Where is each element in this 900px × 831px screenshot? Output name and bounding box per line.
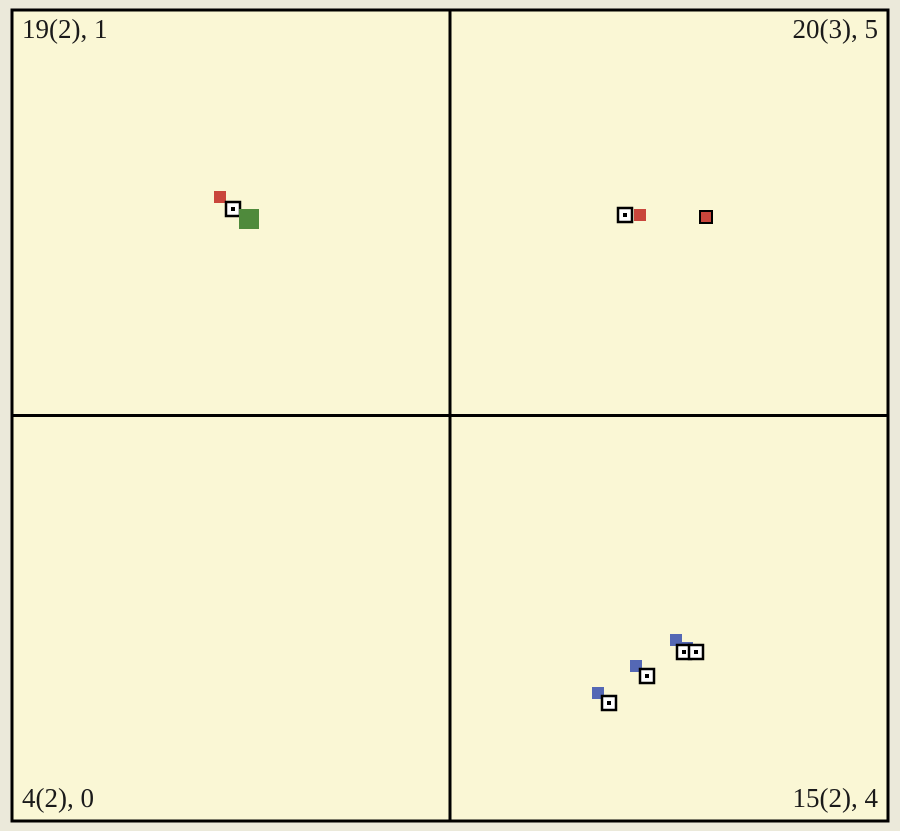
top_right-marker-hollow-dot bbox=[623, 213, 627, 217]
diagram-canvas: 19(2), 1 20(3), 5 4(2), 0 15(2), 4 bbox=[0, 0, 900, 831]
top_left-marker-hollow-dot bbox=[231, 207, 235, 211]
bottom_right-marker-hollow-dot bbox=[682, 650, 686, 654]
label-bottom-left: 4(2), 0 bbox=[22, 783, 94, 814]
diagram-svg bbox=[0, 0, 900, 831]
top_left-marker-red bbox=[214, 191, 226, 203]
top_left-marker-green bbox=[239, 209, 259, 229]
top_right-marker-red bbox=[634, 209, 646, 221]
label-top-right: 20(3), 5 bbox=[793, 14, 878, 45]
bottom_right-marker-hollow-dot bbox=[694, 650, 698, 654]
bottom_right-marker-hollow-dot bbox=[645, 674, 649, 678]
label-top-left: 19(2), 1 bbox=[22, 14, 107, 45]
top_right-marker-red bbox=[700, 211, 712, 223]
label-bottom-right: 15(2), 4 bbox=[793, 783, 878, 814]
bottom_right-marker-hollow-dot bbox=[607, 701, 611, 705]
